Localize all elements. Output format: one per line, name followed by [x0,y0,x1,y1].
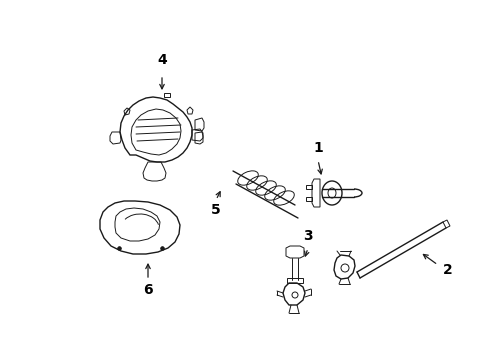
Text: 6: 6 [143,283,153,297]
Text: 1: 1 [313,141,323,155]
Text: 5: 5 [211,203,221,217]
Text: 3: 3 [303,229,313,243]
Text: 4: 4 [157,53,167,67]
Text: 2: 2 [443,263,453,277]
